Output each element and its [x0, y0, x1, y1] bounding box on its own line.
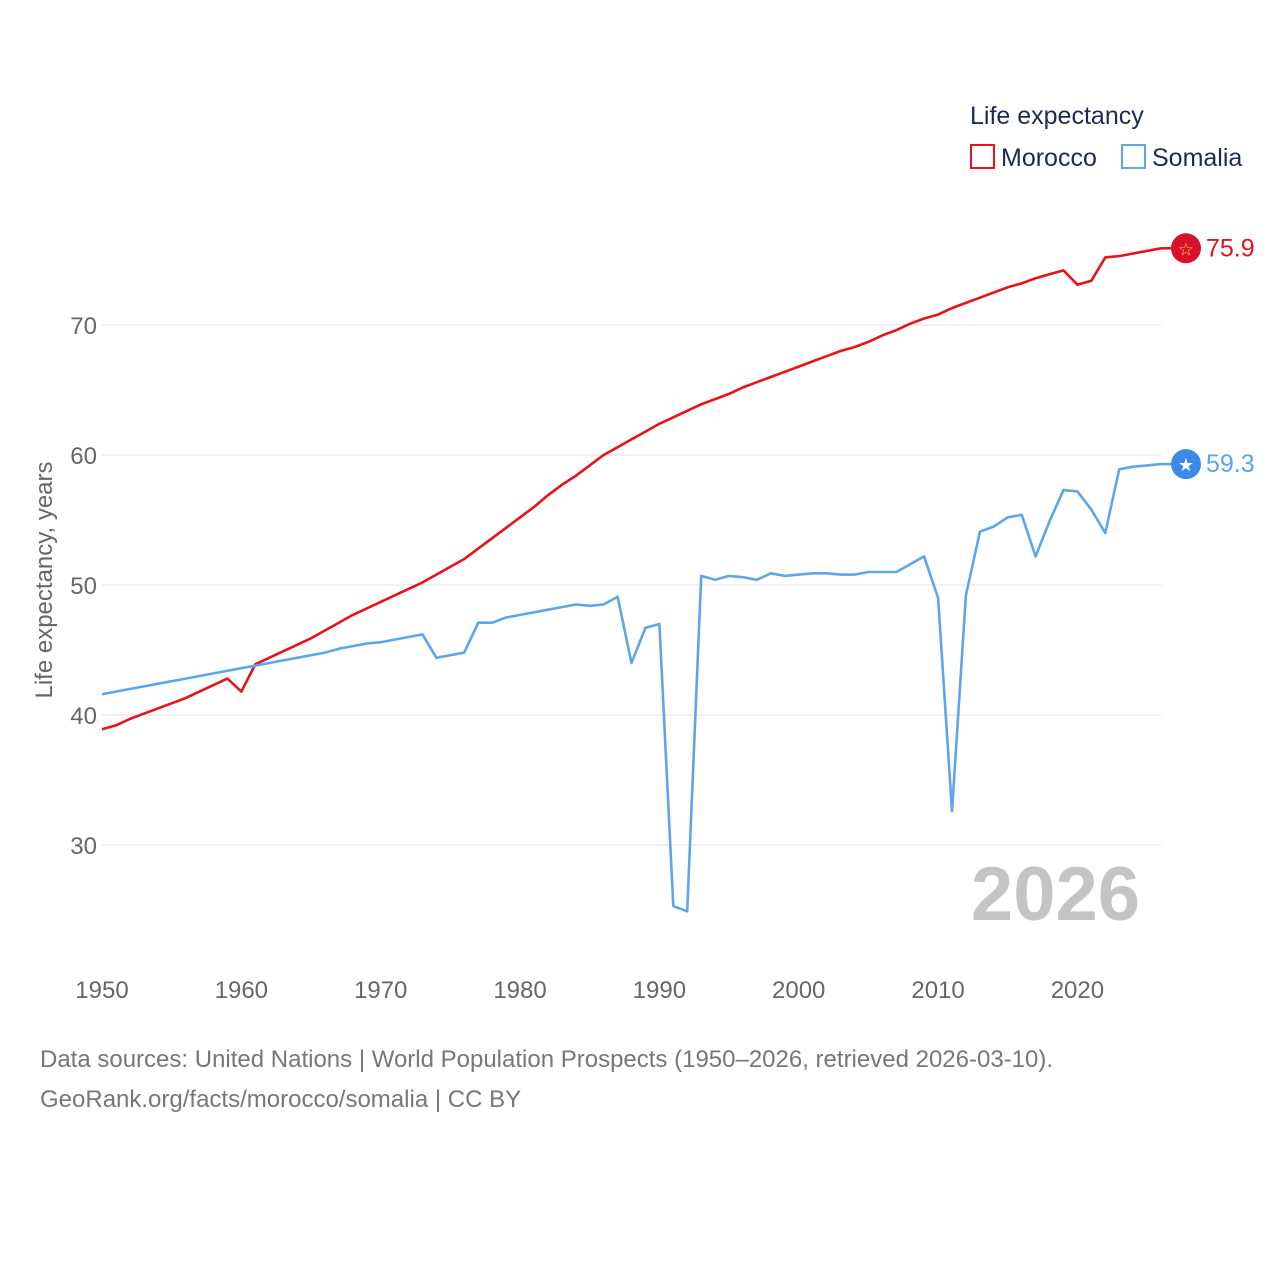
end-value-label-morocco: 75.9	[1206, 234, 1255, 262]
legend-swatch-somalia	[1121, 144, 1146, 169]
legend-item-morocco: Morocco	[970, 144, 1097, 172]
x-tick-label-1970: 1970	[354, 977, 407, 1004]
y-axis-ticks: 30 40 50 60 70	[70, 313, 97, 860]
series-line-morocco	[101, 247, 1162, 731]
credit-text[interactable]: GeoRank.org/facts/morocco/somalia | CC B…	[40, 1086, 522, 1113]
gridlines	[102, 324, 1161, 846]
flag-marker-somalia	[1171, 449, 1201, 480]
series-end-markers: ☆ 75.9 ★ 59.3	[1161, 233, 1255, 480]
star-icon: ☆	[1178, 239, 1194, 260]
y-tick-label-50: 50	[70, 573, 97, 600]
legend-title: Life expectancy	[970, 102, 1144, 130]
star-icon: ★	[1178, 455, 1194, 476]
y-tick-label-70: 70	[70, 313, 97, 340]
legend-item-somalia: Somalia	[1121, 144, 1242, 172]
x-tick-label-2020: 2020	[1051, 977, 1104, 1004]
y-tick-label-60: 60	[70, 443, 97, 470]
y-axis-label: Life expectancy, years	[31, 461, 58, 698]
x-tick-label-1960: 1960	[215, 977, 268, 1004]
flag-marker-morocco	[1171, 233, 1201, 264]
legend-label-morocco: Morocco	[1001, 144, 1097, 172]
y-tick-label-30: 30	[70, 833, 97, 860]
legend-swatch-morocco	[970, 144, 995, 169]
x-tick-label-1980: 1980	[493, 977, 546, 1004]
life-expectancy-chart: 30 40 50 60 70 1950 1960 1970 1980 1990 2000 2010 2…	[31, 102, 1255, 1004]
legend-label-somalia: Somalia	[1152, 144, 1242, 172]
end-value-label-somalia: 59.3	[1206, 450, 1255, 478]
series-line-somalia	[101, 462, 1162, 913]
series-lines	[101, 247, 1162, 913]
y-tick-label-40: 40	[70, 703, 97, 730]
x-tick-label-1990: 1990	[633, 977, 686, 1004]
footer: Data sources: United Nations | World Pop…	[40, 1040, 1260, 1120]
data-sources-text: Data sources: United Nations | World Pop…	[40, 1046, 1054, 1073]
x-axis-ticks: 1950 1960 1970 1980 1990 2000 2010 2020	[75, 977, 1104, 1004]
x-tick-label-2000: 2000	[772, 977, 825, 1004]
year-watermark: 2026	[971, 852, 1140, 937]
legend: Life expectancy Morocco Somalia	[970, 102, 1242, 172]
x-tick-label-2010: 2010	[911, 977, 964, 1004]
x-tick-label-1950: 1950	[75, 977, 128, 1004]
